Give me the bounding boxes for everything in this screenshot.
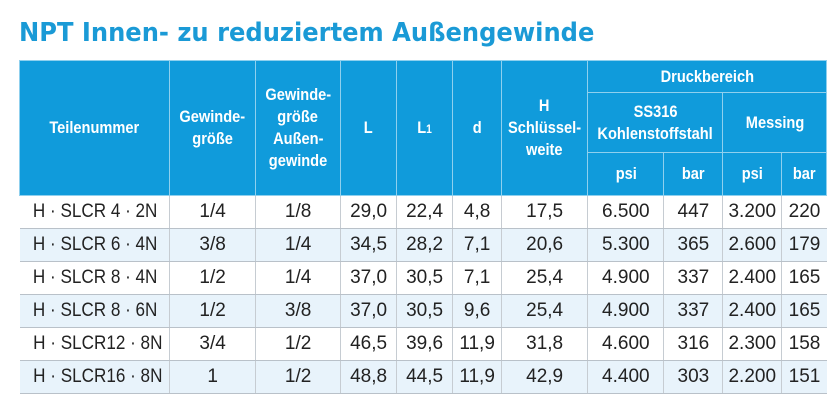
header-brass: Messing: [722, 92, 828, 153]
header-male-thread-size: Gewinde- größe Außen- gewinde: [255, 60, 342, 196]
header-d: d: [452, 60, 503, 196]
cell-ss-psi: 6.500: [587, 195, 665, 229]
cell-ss-psi: 4.900: [587, 294, 665, 328]
cell-ms-psi: 2.200: [722, 360, 783, 394]
cell-H: 31,8: [501, 327, 589, 361]
cell-size: 3/4: [169, 327, 257, 361]
cell-size: 1/2: [169, 261, 257, 295]
header-ss-bar: bar: [663, 152, 724, 196]
cell-ss-bar: 316: [663, 327, 724, 361]
table-row: H · SLCR 8 · 6N 1/2 3/8 37,0 30,5 9,6 25…: [19, 294, 827, 328]
cell-H: 20,6: [501, 228, 589, 262]
header-ss316: SS316 Kohlenstoffstahl: [587, 92, 724, 153]
cell-male: 3/8: [255, 294, 342, 328]
cell-male: 1/4: [255, 261, 342, 295]
cell-ss-bar: 303: [663, 360, 724, 394]
cell-H: 42,9: [501, 360, 589, 394]
cell-H: 25,4: [501, 294, 589, 328]
cell-male: 1/2: [255, 327, 342, 361]
header-pressure-range: Druckbereich: [587, 60, 828, 93]
cell-L: 48,8: [340, 360, 398, 394]
page-title: NPT Innen- zu reduziertem Außengewinde: [19, 18, 595, 48]
cell-part: H · SLCR 8 · 4N: [19, 261, 171, 295]
header-wrench-size: H Schlüssel- weite: [501, 60, 589, 196]
header-part-number: Teilenummer: [18, 60, 171, 196]
cell-L: 34,5: [340, 228, 398, 262]
header-brass-psi: psi: [722, 152, 783, 196]
cell-ss-psi: 4.400: [587, 360, 665, 394]
cell-male: 1/4: [255, 228, 342, 262]
cell-ms-bar: 165: [781, 261, 827, 295]
cell-part: H · SLCR16 · 8N: [19, 360, 171, 394]
cell-ss-bar: 337: [663, 261, 724, 295]
cell-d: 7,1: [452, 261, 503, 295]
cell-part: H · SLCR 8 · 6N: [19, 294, 171, 328]
header-brass-bar: bar: [781, 152, 828, 196]
header-L1: L1: [396, 60, 454, 196]
cell-ms-psi: 2.300: [722, 327, 783, 361]
cell-male: 1/8: [255, 195, 342, 229]
cell-L1: 44,5: [396, 360, 454, 394]
header-ss-psi: psi: [587, 152, 665, 196]
cell-ms-bar: 220: [781, 195, 827, 229]
cell-part: H · SLCR 4 · 2N: [19, 195, 171, 229]
table-row: H · SLCR16 · 8N 1 1/2 48,8 44,5 11,9 42,…: [19, 360, 827, 394]
cell-part: H · SLCR 6 · 4N: [19, 228, 171, 262]
cell-ss-bar: 337: [663, 294, 724, 328]
specs-table: Teilenummer Gewinde- größe Gewinde- größ…: [18, 60, 828, 394]
cell-ss-psi: 4.900: [587, 261, 665, 295]
cell-ms-bar: 158: [781, 327, 827, 361]
cell-L: 37,0: [340, 294, 398, 328]
table-row: H · SLCR 4 · 2N 1/4 1/8 29,0 22,4 4,8 17…: [19, 195, 827, 229]
cell-ss-psi: 4.600: [587, 327, 665, 361]
table-row: H · SLCR 6 · 4N 3/8 1/4 34,5 28,2 7,1 20…: [19, 228, 827, 262]
cell-ms-bar: 151: [781, 360, 827, 394]
table-row: H · SLCR 8 · 4N 1/2 1/4 37,0 30,5 7,1 25…: [19, 261, 827, 295]
cell-H: 17,5: [501, 195, 589, 229]
cell-ms-psi: 2.400: [722, 261, 783, 295]
cell-ss-bar: 365: [663, 228, 724, 262]
cell-size: 1/2: [169, 294, 257, 328]
cell-L: 46,5: [340, 327, 398, 361]
cell-L1: 22,4: [396, 195, 454, 229]
cell-ms-psi: 3.200: [722, 195, 783, 229]
cell-ss-psi: 5.300: [587, 228, 665, 262]
cell-size: 3/8: [169, 228, 257, 262]
cell-size: 1/4: [169, 195, 257, 229]
cell-d: 9,6: [452, 294, 503, 328]
cell-ss-bar: 447: [663, 195, 724, 229]
cell-L: 37,0: [340, 261, 398, 295]
cell-part: H · SLCR12 · 8N: [19, 327, 171, 361]
cell-L1: 28,2: [396, 228, 454, 262]
cell-ms-psi: 2.400: [722, 294, 783, 328]
cell-d: 7,1: [452, 228, 503, 262]
cell-d: 4,8: [452, 195, 503, 229]
cell-size: 1: [169, 360, 257, 394]
cell-male: 1/2: [255, 360, 342, 394]
header-thread-size: Gewinde- größe: [169, 60, 257, 196]
cell-L1: 39,6: [396, 327, 454, 361]
cell-ms-bar: 179: [781, 228, 827, 262]
cell-H: 25,4: [501, 261, 589, 295]
cell-ms-bar: 165: [781, 294, 827, 328]
cell-L1: 30,5: [396, 261, 454, 295]
cell-d: 11,9: [452, 360, 503, 394]
table-row: H · SLCR12 · 8N 3/4 1/2 46,5 39,6 11,9 3…: [19, 327, 827, 361]
header-L: L: [340, 60, 398, 196]
cell-L1: 30,5: [396, 294, 454, 328]
cell-L: 29,0: [340, 195, 398, 229]
cell-d: 11,9: [452, 327, 503, 361]
cell-ms-psi: 2.600: [722, 228, 783, 262]
